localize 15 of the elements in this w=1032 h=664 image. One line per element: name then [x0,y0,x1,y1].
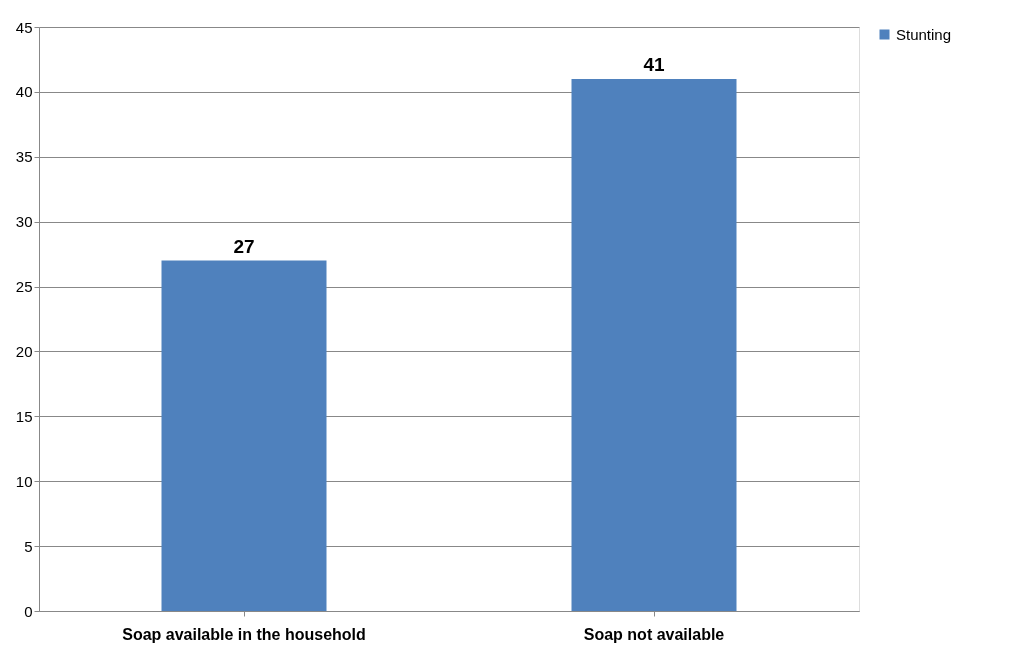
x-tick-label: Soap not available [583,625,725,643]
y-tick-label: 5 [24,537,33,555]
y-tick-label: 45 [15,18,33,36]
y-tick-label: 25 [15,278,33,296]
x-tick-label: Soap available in the household [122,625,366,643]
y-tick-label: 0 [24,602,33,620]
y-tick-label: 30 [15,213,33,231]
y-tick-label: 10 [15,472,33,490]
data-label: 41 [643,53,665,75]
y-tick-label: 35 [15,148,33,166]
y-tick-label: 15 [15,407,33,425]
y-tick-label: 20 [15,342,33,360]
y-tick-label: 40 [15,83,33,101]
legend-label: Stunting [896,25,952,43]
data-label: 27 [233,235,255,257]
